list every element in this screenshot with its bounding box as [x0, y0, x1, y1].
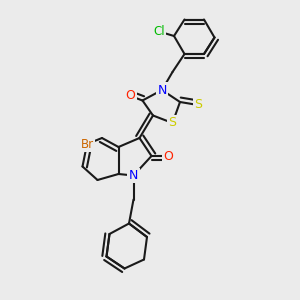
Text: N: N: [129, 169, 138, 182]
Text: S: S: [194, 98, 202, 112]
Text: Cl: Cl: [153, 25, 165, 38]
Text: O: O: [163, 149, 173, 163]
Text: S: S: [169, 116, 176, 130]
Text: O: O: [126, 89, 135, 103]
Text: Br: Br: [80, 137, 94, 151]
Text: N: N: [157, 83, 167, 97]
